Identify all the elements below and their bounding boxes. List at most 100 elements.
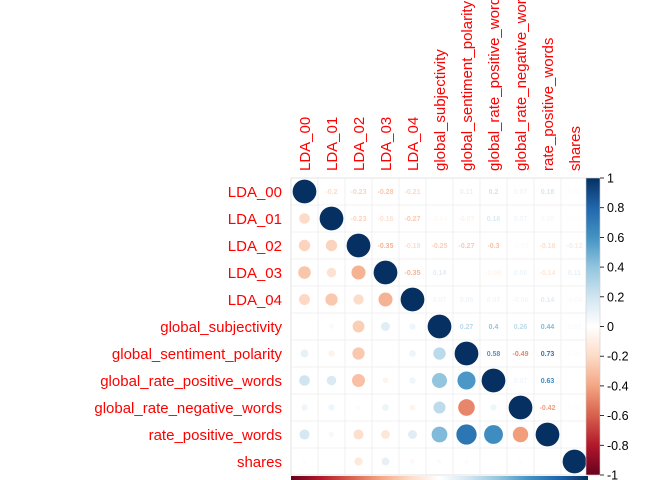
corr-value-lda-02-global-rate-positive-words: -0.3 [487,243,499,250]
corr-value-lda-02-shares: -0.12 [567,243,583,250]
corr-value-lda-01-global-rate-negative-words: 0.07 [514,216,528,223]
corr-circle-lda-03-lda-00 [298,266,311,279]
corr-value-global-rate-negative-words-rate-positive-words: -0.42 [540,405,556,412]
corr-circle-global-sentiment-polarity-lda-01 [328,350,335,357]
corr-circle-global-subjectivity-global-subjectivity [427,314,452,339]
row-labels: LDA_00 LDA_01 LDA_02 LDA_03 LDA_04 global_sub… [94,184,282,471]
row-label-lda-01: LDA_01 [228,211,282,228]
corr-circle-rate-positive-words-lda-00 [299,429,310,440]
corr-value-lda-04-shares: -0.04 [567,297,583,304]
corr-circle-rate-positive-words-lda-03 [381,430,390,439]
corr-circle-lda-04-lda-00 [299,294,310,305]
colorbar-tick-label: -0.6 [607,409,629,423]
corr-circle-global-rate-positive-words-global-subjectivity [431,372,448,389]
colorbar-gradient [585,177,601,476]
corr-value-global-sentiment-polarity-global-rate-positive-words: 0.58 [487,351,501,358]
corr-circle-lda-02-lda-00 [298,239,311,252]
colorbar-tick-label: -0.8 [607,439,629,453]
corr-circle-lda-01-lda-00 [299,213,310,224]
corr-value-global-rate-positive-words-global-rate-negative-words: 0.07 [514,378,528,385]
corr-circle-global-sentiment-polarity-lda-02 [352,347,365,360]
corr-value-global-sentiment-polarity-shares: 0.02 [568,351,582,358]
colorbar: -1 -0.8 -0.6 -0.4 -0.2 0 0.2 0.4 0.6 0.8 1 [585,172,629,480]
matrix-grid [290,177,589,476]
corr-circle-lda-04-lda-03 [378,292,393,307]
corr-circle-global-rate-negative-words-lda-01 [328,404,335,411]
column-label-lda-02: LDA_02 [351,117,368,171]
row-label-global-subjectivity: global_subjectivity [160,319,282,336]
corr-circle-shares-shares [562,449,587,474]
corr-circle-global-rate-positive-words-lda-03 [382,377,389,384]
corr-value-lda-00-lda-01: -0.2 [325,189,337,196]
corr-value-lda-04-rate-positive-words: 0.14 [541,297,555,304]
corr-value-rate-positive-words-shares: 0.01 [568,432,582,439]
corr-value-global-rate-positive-words-rate-positive-words: 0.63 [541,378,555,385]
corr-value-lda-02-global-sentiment-polarity: -0.27 [459,243,475,250]
column-label-global-rate-positive-words: global_rate_positive_words [486,0,503,171]
corr-circle-global-rate-negative-words-lda-03 [382,404,389,411]
row-label-global-sentiment-polarity: global_sentiment_polarity [112,346,283,363]
corr-value-lda-02-lda-04: -0.19 [405,243,421,250]
colorbar-tick-label: 0.4 [607,261,624,275]
colorbar-tick-label: 1 [607,172,614,186]
corr-circle-lda-04-lda-01 [325,293,338,306]
corr-value-lda-00-shares: 0.02 [568,189,582,196]
corr-circle-rate-positive-words-global-sentiment-polarity [456,424,477,445]
corr-circle-global-rate-negative-words-lda-02 [356,405,361,410]
corr-circle-global-subjectivity-lda-04 [409,323,416,330]
corr-value-lda-00-lda-04: -0.21 [405,189,421,196]
corr-value-global-subjectivity-global-rate-positive-words: 0.4 [489,324,499,331]
corr-value-lda-00-lda-03: -0.28 [378,189,394,196]
corr-circle-lda-02-lda-01 [325,239,338,252]
corr-circle-global-sentiment-polarity-global-sentiment-polarity [454,341,479,366]
corr-value-global-subjectivity-rate-positive-words: 0.44 [541,324,555,331]
corr-value-lda-01-rate-positive-words: 0.05 [541,216,555,223]
corr-value-lda-01-lda-02: -0.23 [351,216,367,223]
corr-value-lda-00-global-rate-negative-words: 0.07 [514,189,528,196]
corr-circle-rate-positive-words-global-rate-negative-words [512,426,529,443]
corr-circle-shares-lda-00 [302,459,307,464]
corr-circle-global-rate-negative-words-lda-04 [409,404,416,411]
corr-circle-global-sentiment-polarity-global-subjectivity [433,347,446,360]
corr-circle-shares-rate-positive-words [546,460,549,463]
corr-value-lda-02-global-subjectivity: -0.25 [432,243,448,250]
column-label-global-subjectivity: global_subjectivity [432,49,449,171]
column-labels: LDA_00 LDA_01 LDA_02 LDA_03 LDA_04 global_sub… [297,0,584,171]
corr-circle-shares-lda-04 [410,459,415,464]
row-label-lda-03: LDA_03 [228,265,282,282]
corr-circle-global-sentiment-polarity-lda-04 [409,350,416,357]
corr-value-global-subjectivity-shares: 0.03 [568,324,582,331]
corr-value-global-rate-negative-words-shares: 0.02 [568,405,582,412]
corr-circle-global-rate-negative-words-lda-00 [301,404,308,411]
colorbar-tick-label: -0.2 [607,350,629,364]
corr-circle-global-rate-negative-words-global-rate-positive-words [490,404,497,411]
corr-value-lda-01-global-sentiment-polarity: -0.07 [459,216,475,223]
row-label-lda-02: LDA_02 [228,238,282,255]
corr-circle-lda-03-lda-02 [351,265,366,280]
row-label-rate-positive-words: rate_positive_words [149,427,282,444]
column-label-lda-01: LDA_01 [324,117,341,171]
colorbar-tick-label: 0.2 [607,290,624,304]
corr-circle-global-rate-positive-words-global-rate-positive-words [481,368,506,393]
corr-value-lda-01-shares: -0.01 [567,216,583,223]
colorbar-ticks: -1 -0.8 -0.6 -0.4 -0.2 0 0.2 0.4 0.6 0.8 1 [600,172,629,480]
corr-circle-shares-global-rate-negative-words [518,459,523,464]
colorbar-tick-label: 0 [607,320,614,334]
corr-value-global-sentiment-polarity-global-rate-negative-words: -0.49 [513,351,529,358]
corr-value-lda-02-rate-positive-words: -0.18 [540,243,556,250]
corr-circle-rate-positive-words-lda-02 [353,429,364,440]
matrix-cells: -0.2 -0.23 -0.28 -0.21 0.11 0.2 0.07 0.18 0.02 -0… [292,179,587,474]
corr-circle-rate-positive-words-lda-01 [328,431,335,438]
corr-value-lda-04-global-sentiment-polarity: 0.08 [460,297,474,304]
corr-value-lda-03-lda-04: -0.35 [405,270,421,277]
corr-value-lda-03-global-rate-negative-words: 0.08 [514,270,528,277]
corr-value-lda-04-global-subjectivity: 0.07 [433,297,447,304]
corr-circle-lda-01-lda-01 [319,206,344,231]
corr-value-global-sentiment-polarity-rate-positive-words: 0.73 [541,351,555,358]
corr-circle-global-rate-positive-words-global-sentiment-polarity [457,371,476,390]
corr-value-lda-04-global-rate-positive-words: 0.07 [487,297,501,304]
colorbar-tick-label: -1 [607,469,618,480]
corr-value-lda-03-global-subjectivity: 0.14 [433,270,447,277]
corr-circle-global-rate-negative-words-global-rate-negative-words [508,395,533,420]
